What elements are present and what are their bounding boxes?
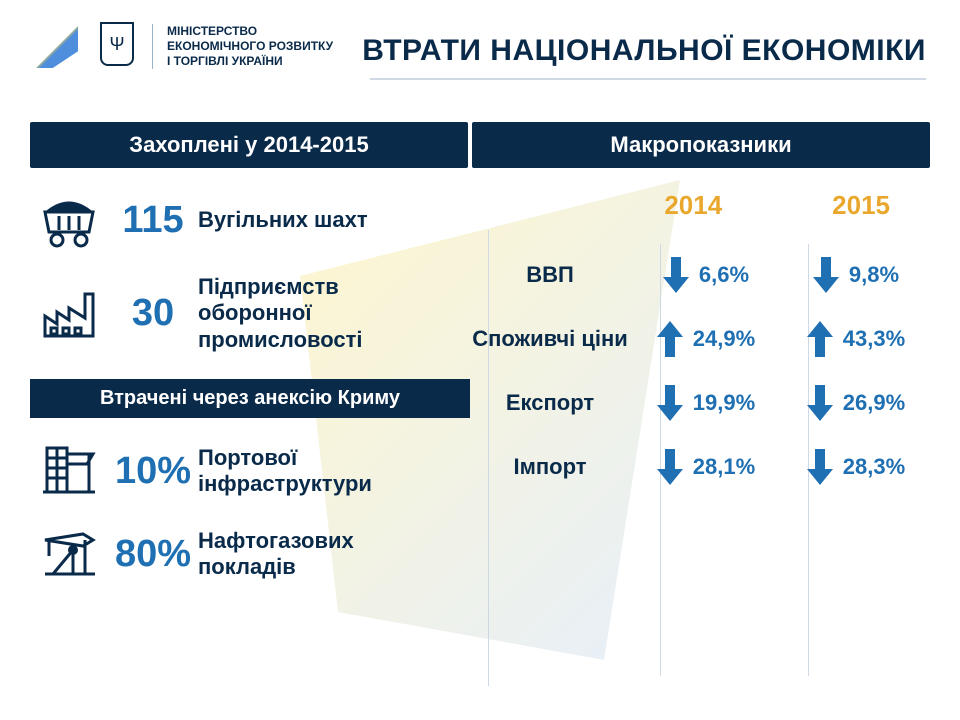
arrow-down-icon [811, 255, 841, 295]
captured-band: Захоплені у 2014-2015 [30, 122, 468, 168]
arrow-up-icon [655, 319, 685, 359]
stat-value: 30 [108, 292, 198, 335]
port-icon [30, 442, 108, 500]
logo-icon [28, 18, 82, 72]
macro-row: Споживчі ціни 24,9% 43,3% [470, 319, 930, 359]
macro-value: 28,3% [843, 454, 905, 480]
macro-label: Експорт [470, 390, 630, 415]
macro-value: 19,9% [693, 390, 755, 416]
macro-label: ВВП [470, 262, 630, 287]
stat-row-oil: 80% Нафтогазових покладів [30, 526, 470, 582]
year-headers: 2014 2015 [470, 168, 930, 231]
macro-cell-2014: 28,1% [630, 447, 780, 487]
left-column: Захоплені у 2014-2015 115 Вугільних шахт… [30, 122, 470, 608]
crimea-band: Втрачені через анексію Криму [30, 379, 470, 418]
macro-cell-2014: 6,6% [630, 255, 780, 295]
ministry-line1: МІНІСТЕРСТВО [167, 24, 333, 39]
stat-label: Нафтогазових покладів [198, 528, 470, 581]
arrow-down-icon [655, 383, 685, 423]
macro-value: 26,9% [843, 390, 905, 416]
ministry-line2: ЕКОНОМІЧНОГО РОЗВИТКУ [167, 39, 333, 54]
macro-cell-2015: 28,3% [780, 447, 930, 487]
ministry-line3: І ТОРГІВЛІ УКРАЇНИ [167, 54, 333, 69]
macro-value: 9,8% [849, 262, 899, 288]
stat-label: Портової інфраструктури [198, 445, 470, 498]
macro-value: 28,1% [693, 454, 755, 480]
coat-of-arms-icon: Ψ [100, 22, 134, 66]
macro-value: 6,6% [699, 262, 749, 288]
year-2014: 2014 [664, 190, 722, 221]
oil-pump-icon [30, 526, 108, 582]
macro-cell-2015: 9,8% [780, 255, 930, 295]
header: Ψ МІНІСТЕРСТВО ЕКОНОМІЧНОГО РОЗВИТКУ І Т… [0, 0, 960, 86]
macro-label: Імпорт [470, 454, 630, 479]
macro-band: Макропоказники [472, 122, 930, 168]
year-2015: 2015 [832, 190, 890, 221]
arrow-up-icon [805, 319, 835, 359]
stat-row-port: 10% Портової інфраструктури [30, 442, 470, 500]
macro-row: ВВП 6,6% 9,8% [470, 255, 930, 295]
macro-row: Експорт 19,9% 26,9% [470, 383, 930, 423]
stat-label: Вугільних шахт [198, 207, 470, 233]
stat-label: Підприємств оборонної промисловості [198, 274, 470, 353]
arrow-down-icon [655, 447, 685, 487]
arrow-down-icon [805, 447, 835, 487]
macro-row: Імпорт 28,1% 28,3% [470, 447, 930, 487]
ministry-name: МІНІСТЕРСТВО ЕКОНОМІЧНОГО РОЗВИТКУ І ТОР… [152, 24, 333, 69]
stat-value: 80% [108, 533, 198, 576]
stat-row-mines: 115 Вугільних шахт [30, 192, 470, 248]
right-column: Макропоказники 2014 2015 ВВП 6,6% 9,8% Спож… [470, 122, 930, 608]
macro-cell-2014: 19,9% [630, 383, 780, 423]
arrow-down-icon [661, 255, 691, 295]
macro-cell-2015: 43,3% [780, 319, 930, 359]
macro-cell-2015: 26,9% [780, 383, 930, 423]
stat-value: 10% [108, 450, 198, 493]
macro-value: 43,3% [843, 326, 905, 352]
macro-label: Споживчі ціни [470, 326, 630, 351]
arrow-down-icon [805, 383, 835, 423]
factory-icon [30, 286, 108, 342]
macro-value: 24,9% [693, 326, 755, 352]
mine-cart-icon [30, 192, 108, 248]
stat-row-defense: 30 Підприємств оборонної промисловості [30, 274, 470, 353]
macro-cell-2014: 24,9% [630, 319, 780, 359]
stat-value: 115 [108, 199, 198, 242]
